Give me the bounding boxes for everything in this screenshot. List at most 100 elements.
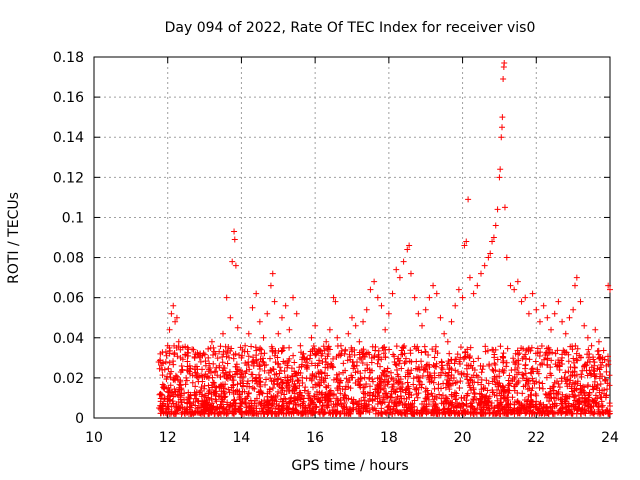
- data-point: [261, 402, 268, 409]
- data-point: [284, 405, 291, 412]
- data-point: [500, 357, 507, 364]
- data-point: [545, 350, 552, 357]
- data-point: [175, 398, 182, 405]
- data-point: [466, 274, 473, 281]
- data-point: [337, 342, 344, 349]
- data-point: [428, 390, 435, 397]
- data-point: [320, 343, 327, 350]
- data-point: [357, 375, 364, 382]
- data-point: [177, 354, 184, 361]
- data-point: [456, 384, 463, 391]
- data-point: [322, 364, 329, 371]
- data-point: [185, 394, 192, 401]
- data-point: [386, 409, 393, 416]
- data-point: [341, 350, 348, 357]
- data-point: [253, 410, 260, 417]
- data-point: [291, 390, 298, 397]
- data-point: [451, 410, 458, 417]
- data-point: [437, 372, 444, 379]
- data-point: [526, 356, 533, 363]
- data-point: [448, 391, 455, 398]
- data-point: [171, 391, 178, 398]
- data-point: [432, 343, 439, 350]
- data-point: [257, 378, 264, 385]
- data-point: [514, 389, 521, 396]
- data-point: [324, 372, 331, 379]
- data-point: [308, 360, 315, 367]
- data-point: [507, 409, 514, 416]
- data-point: [522, 382, 529, 389]
- data-point: [455, 286, 462, 293]
- data-point: [592, 392, 599, 399]
- data-point: [186, 362, 193, 369]
- data-points: [155, 60, 613, 417]
- data-point: [230, 351, 237, 358]
- data-point: [499, 114, 506, 121]
- data-point: [252, 378, 259, 385]
- data-point: [384, 365, 391, 372]
- data-point: [367, 383, 374, 390]
- data-point: [407, 404, 414, 411]
- data-point: [512, 350, 519, 357]
- data-point: [195, 378, 202, 385]
- data-point: [284, 364, 291, 371]
- data-point: [229, 258, 236, 265]
- data-point: [407, 270, 414, 277]
- data-point: [544, 355, 551, 362]
- data-point: [530, 368, 537, 375]
- data-point: [356, 382, 363, 389]
- data-point: [271, 298, 278, 305]
- x-tick-label: 16: [306, 430, 324, 446]
- data-point: [295, 369, 302, 376]
- data-point: [262, 381, 269, 388]
- data-point: [471, 367, 478, 374]
- data-point: [369, 396, 376, 403]
- data-point: [411, 343, 418, 350]
- data-point: [380, 350, 387, 357]
- data-point: [496, 380, 503, 387]
- data-point: [603, 368, 610, 375]
- x-tick-label: 22: [527, 430, 545, 446]
- data-point: [571, 364, 578, 371]
- data-point: [340, 403, 347, 410]
- data-point: [377, 386, 384, 393]
- data-point: [582, 395, 589, 402]
- data-point: [587, 405, 594, 412]
- data-point: [446, 366, 453, 373]
- data-point: [591, 362, 598, 369]
- data-point: [482, 343, 489, 350]
- data-point: [524, 398, 531, 405]
- data-point: [499, 366, 506, 373]
- data-point: [494, 206, 501, 213]
- data-point: [357, 370, 364, 377]
- data-point: [569, 372, 576, 379]
- data-point: [276, 402, 283, 409]
- data-point: [159, 366, 166, 373]
- data-point: [384, 381, 391, 388]
- data-point: [322, 375, 329, 382]
- data-point: [516, 350, 523, 357]
- data-point: [456, 360, 463, 367]
- data-point: [259, 358, 266, 365]
- data-point: [201, 410, 208, 417]
- data-point: [433, 360, 440, 367]
- data-point: [159, 372, 166, 379]
- data-point: [536, 318, 543, 325]
- data-point: [360, 351, 367, 358]
- data-point: [349, 346, 356, 353]
- data-point: [273, 370, 280, 377]
- data-point: [211, 369, 218, 376]
- data-point: [508, 367, 515, 374]
- data-point: [532, 358, 539, 365]
- data-point: [267, 282, 274, 289]
- data-point: [227, 314, 234, 321]
- data-point: [337, 390, 344, 397]
- data-point: [358, 375, 365, 382]
- data-point: [397, 376, 404, 383]
- data-point: [339, 386, 346, 393]
- data-point: [166, 370, 173, 377]
- data-point: [478, 369, 485, 376]
- data-point: [468, 374, 475, 381]
- data-point: [165, 365, 172, 372]
- data-point: [341, 404, 348, 411]
